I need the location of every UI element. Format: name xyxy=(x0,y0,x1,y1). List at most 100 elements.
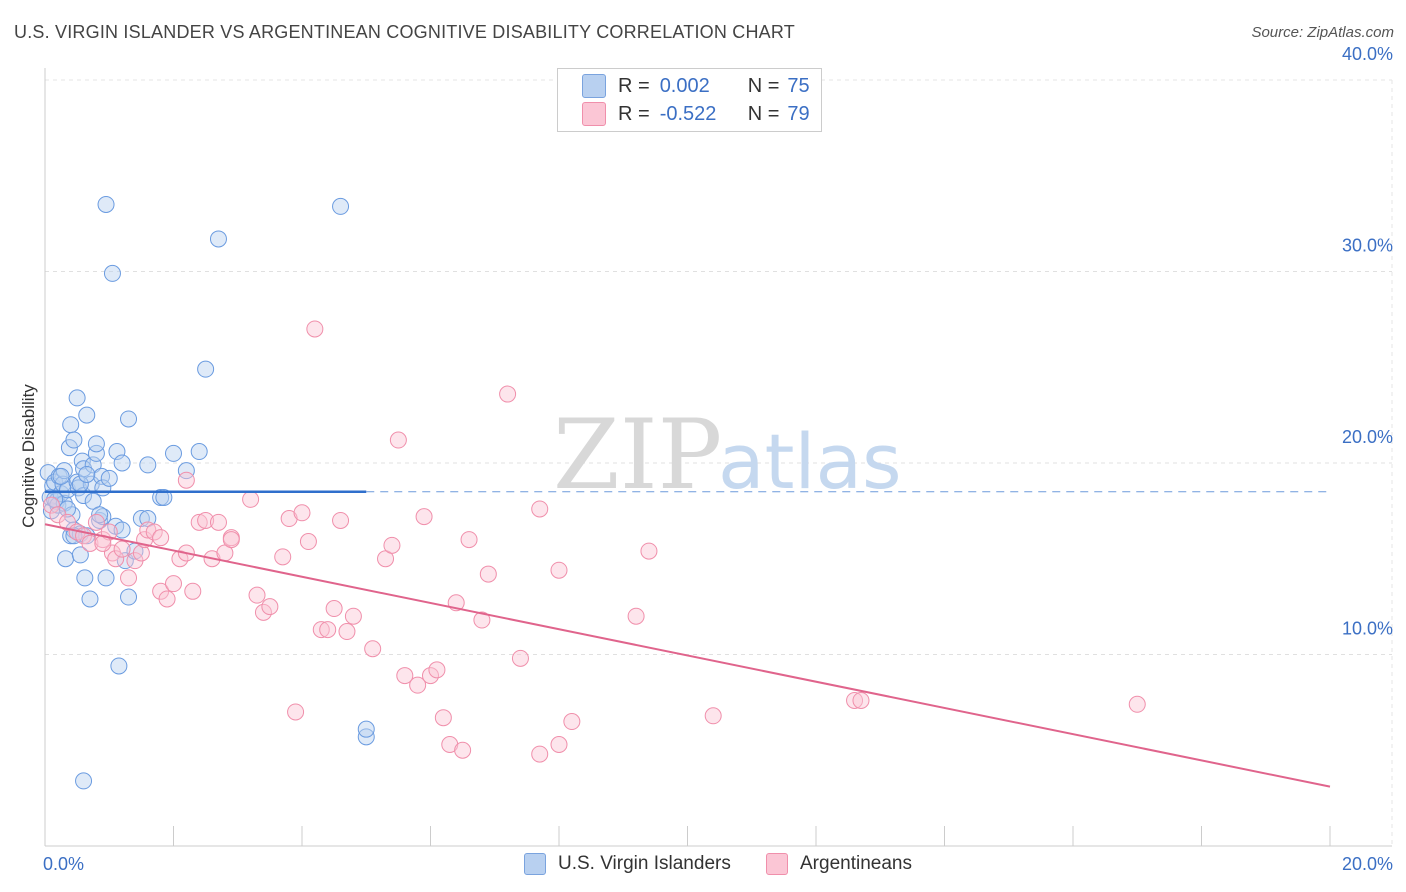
bottom-legend-label: Argentineans xyxy=(800,853,912,874)
point-virgin-islanders xyxy=(190,443,208,461)
chart-title: U.S. VIRGIN ISLANDER VS ARGENTINEAN COGN… xyxy=(14,22,795,42)
point-virgin-islanders xyxy=(357,720,375,738)
point-virgin-islanders xyxy=(165,444,182,462)
point-virgin-islanders xyxy=(110,657,128,675)
point-argentineans xyxy=(325,600,343,618)
point-virgin-islanders xyxy=(97,195,115,213)
point-argentineans xyxy=(190,513,208,531)
legend-swatch-blue xyxy=(582,74,606,98)
point-argentineans xyxy=(306,320,324,338)
point-virgin-islanders xyxy=(120,588,138,606)
legend-n-value: 79 xyxy=(787,102,810,125)
watermark-zip: ZIP xyxy=(553,399,722,511)
point-argentineans xyxy=(132,544,150,562)
point-argentineans xyxy=(319,621,337,639)
point-virgin-islanders xyxy=(71,546,89,564)
point-virgin-islanders xyxy=(52,467,70,485)
point-argentineans xyxy=(396,667,414,685)
point-virgin-islanders xyxy=(113,454,131,472)
point-argentineans xyxy=(531,745,549,763)
x-tick-label-end: 20.0% xyxy=(1342,854,1393,874)
point-virgin-islanders xyxy=(65,431,83,449)
point-argentineans xyxy=(422,667,439,685)
point-argentineans xyxy=(81,534,99,552)
legend-swatch-pink xyxy=(582,102,606,126)
bottom-legend-virgin-islanders: U.S. Virgin Islanders xyxy=(524,852,731,876)
point-argentineans xyxy=(113,540,131,558)
point-argentineans xyxy=(704,707,722,725)
point-argentineans xyxy=(293,504,311,522)
point-virgin-islanders xyxy=(78,465,96,483)
point-virgin-islanders xyxy=(62,416,80,434)
series-argentineans xyxy=(42,320,1146,763)
watermark-atlas: atlas xyxy=(718,417,902,506)
point-virgin-islanders xyxy=(75,772,93,790)
point-argentineans xyxy=(383,536,401,554)
point-argentineans xyxy=(222,531,240,549)
point-argentineans xyxy=(531,500,549,518)
point-argentineans xyxy=(209,513,227,531)
point-virgin-islanders xyxy=(94,508,112,526)
point-argentineans xyxy=(87,513,105,531)
point-argentineans xyxy=(120,569,138,587)
point-argentineans xyxy=(846,691,864,709)
point-argentineans xyxy=(415,508,433,526)
point-virgin-islanders xyxy=(58,500,76,518)
trend-lines xyxy=(44,490,1331,788)
point-argentineans xyxy=(158,590,176,608)
point-argentineans xyxy=(344,607,362,625)
point-virgin-islanders xyxy=(332,197,350,215)
point-argentineans xyxy=(473,611,491,629)
point-argentineans xyxy=(409,676,427,694)
y-tick-label: 30.0% xyxy=(1342,236,1393,256)
legend-n-value: 75 xyxy=(787,74,810,97)
legend-n-label: N = xyxy=(747,102,780,125)
point-virgin-islanders xyxy=(76,569,94,587)
source-label: Source: ZipAtlas.com xyxy=(1251,24,1394,41)
point-argentineans xyxy=(434,709,452,727)
point-virgin-islanders xyxy=(97,569,115,587)
point-argentineans xyxy=(499,385,517,403)
point-argentineans xyxy=(312,621,330,639)
point-argentineans xyxy=(389,431,407,449)
legend-n-label: N = xyxy=(747,74,780,97)
point-argentineans xyxy=(454,741,472,759)
point-virgin-islanders xyxy=(209,230,227,248)
tick-labels: 10.0% 20.0% 30.0% 40.0% 0.0% 20.0% xyxy=(43,44,1393,874)
y-axis-label: Cognitive Disability xyxy=(19,384,38,528)
point-argentineans xyxy=(177,471,195,489)
point-argentineans xyxy=(165,575,182,593)
point-argentineans xyxy=(242,490,260,508)
legend-row-virgin-islanders: R = 0.002 N = 75 xyxy=(582,74,810,98)
point-virgin-islanders xyxy=(197,360,215,378)
point-virgin-islanders xyxy=(139,456,157,474)
legend-r-label: R = xyxy=(618,74,650,97)
point-argentineans xyxy=(627,607,645,625)
point-argentineans xyxy=(139,521,157,539)
point-argentineans xyxy=(550,561,568,579)
point-argentineans xyxy=(1128,695,1146,713)
point-argentineans xyxy=(852,691,870,709)
point-virgin-islanders xyxy=(68,389,86,407)
point-argentineans xyxy=(460,531,478,549)
y-tick-label: 20.0% xyxy=(1342,427,1393,447)
point-argentineans xyxy=(338,623,356,641)
legend-r-value: -0.522 xyxy=(659,102,717,125)
point-virgin-islanders xyxy=(103,264,121,282)
bottom-legend-swatch-blue xyxy=(524,853,546,875)
point-virgin-islanders xyxy=(55,462,73,480)
point-virgin-islanders xyxy=(177,462,195,480)
point-argentineans xyxy=(287,703,305,721)
point-virgin-islanders xyxy=(155,488,173,506)
point-argentineans xyxy=(184,582,202,600)
point-argentineans xyxy=(274,548,292,566)
point-argentineans xyxy=(563,713,581,731)
point-argentineans xyxy=(197,511,215,529)
bottom-legend-argentineans: Argentineans xyxy=(766,852,912,876)
point-argentineans xyxy=(640,542,658,560)
point-virgin-islanders xyxy=(113,521,131,539)
point-argentineans xyxy=(152,529,170,547)
point-virgin-islanders xyxy=(81,590,99,608)
point-virgin-islanders xyxy=(78,406,96,424)
axes xyxy=(44,68,1392,847)
